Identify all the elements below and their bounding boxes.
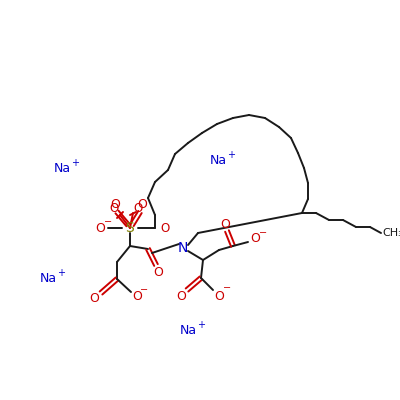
Text: O: O [220, 218, 230, 230]
Text: −: − [104, 217, 112, 227]
Text: N: N [178, 241, 188, 255]
Text: O: O [133, 202, 143, 214]
Text: +: + [57, 268, 65, 278]
Text: −: − [140, 285, 148, 295]
Text: Na: Na [210, 154, 226, 166]
Text: S: S [126, 221, 134, 235]
Text: O: O [89, 292, 99, 306]
Text: O: O [95, 222, 105, 234]
Text: +: + [197, 320, 205, 330]
Text: +: + [71, 158, 79, 168]
Text: O: O [137, 198, 147, 212]
Text: O: O [132, 290, 142, 304]
Text: +: + [227, 150, 235, 160]
Text: O: O [214, 290, 224, 302]
Text: Na: Na [40, 272, 56, 284]
Text: O: O [110, 198, 120, 212]
Text: −: − [259, 228, 267, 238]
Text: −: − [223, 283, 231, 293]
Text: Na: Na [54, 162, 70, 174]
Text: CH₃: CH₃ [383, 228, 400, 238]
Text: Na: Na [180, 324, 196, 336]
Text: O: O [160, 222, 170, 234]
Text: O: O [176, 290, 186, 302]
Text: O: O [250, 232, 260, 246]
Text: O: O [153, 266, 163, 278]
Text: O: O [109, 202, 119, 216]
